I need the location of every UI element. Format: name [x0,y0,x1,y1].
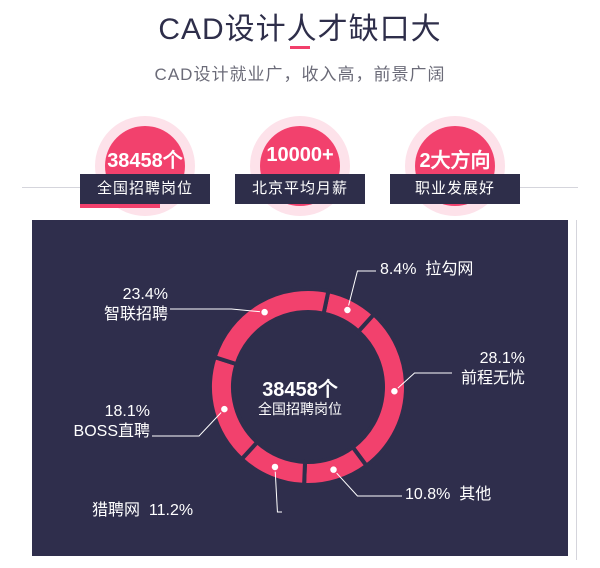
slice-label-lagou: 8.4% 拉勾网 [380,260,473,280]
page-title: CAD设计人才缺口大 [158,13,442,46]
divider-left [22,187,82,188]
slice-percent: 10.8% [405,486,451,503]
slice-percent: 8.4% [380,261,417,278]
slice-label-51job: 28.1% 前程无忧 [453,349,525,389]
leader-line-zhilian [170,308,265,313]
slice-marker-liepin [270,462,280,472]
stat-card-positions: 38458个 全国招聘岗位 [70,116,220,216]
title-underline [290,46,310,49]
stat-label: 全国招聘岗位 [80,174,210,204]
slice-label-liepin: 猎聘网 11.2% [92,501,193,521]
slice-marker-zhilian [259,307,270,317]
slice-marker-other [328,464,339,475]
leader-line-lagou [346,270,376,311]
slice-name: BOSS直聘 [73,423,150,440]
slice-marker-lagou [342,305,353,315]
divider-vertical [576,220,577,560]
stat-label: 职业发展好 [390,174,520,204]
leader-line-51job [394,372,452,392]
slice-name: 拉勾网 [425,261,474,278]
stat-card-career: 2大方向 职业发展好 [380,116,530,216]
slice-label-boss: 18.1% BOSS直聘 [60,402,150,442]
slice-percent: 28.1% [479,350,525,367]
donut-slice-zhilian [212,287,331,367]
chart-center-label: 全国招聘岗位 [258,401,342,417]
slice-percent: 18.1% [104,403,150,420]
chart-panel [32,220,568,556]
leader-line-other [333,469,402,497]
chart-center-value: 38458个 [262,379,338,401]
leader-line-liepin [274,466,282,513]
stat-value: 2大方向 [419,150,491,172]
page-subtitle: CAD设计就业广，收入高，前景广阔 [154,65,446,84]
slice-marker-boss [219,404,230,414]
stat-card-salary: 10000+ 北京平均月薪 [225,116,375,216]
slice-name: 猎聘网 [92,502,141,519]
slice-label-zhilian: 23.4% 智联招聘 [86,285,168,325]
leader-line-boss [152,408,225,437]
divider-right [520,187,578,188]
stat-label: 北京平均月薪 [235,174,365,204]
slice-name: 前程无忧 [460,370,525,387]
slice-percent: 23.4% [122,286,168,303]
slice-marker-51job [389,386,400,397]
stat-value: 10000+ [266,144,334,166]
slice-name: 其他 [459,486,492,503]
slice-percent: 11.2% [148,502,194,519]
slice-name: 智联招聘 [103,306,168,323]
slice-label-other: 10.8% 其他 [405,485,491,505]
stat-accent-bar [80,204,160,208]
stat-value: 38458个 [107,150,183,172]
